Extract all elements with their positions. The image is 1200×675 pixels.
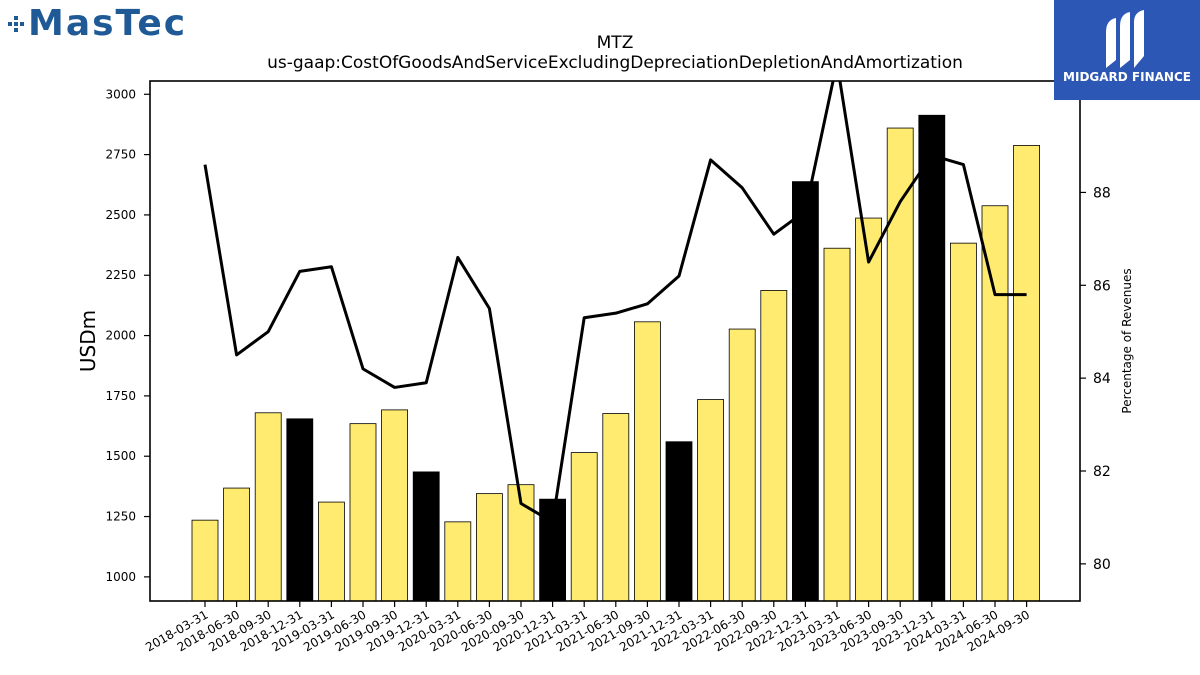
midgard-finance-name: MIDGARD FINANCE [1063,70,1191,84]
y2-axis-label: Percentage of Revenues [1120,268,1134,413]
bar [950,242,977,601]
bar [475,493,503,601]
y-tick-label: 2000 [105,329,136,343]
bar [855,217,882,601]
y-tick-label: 1750 [105,389,136,403]
y-tick-label: 1250 [105,510,136,524]
bar [570,452,598,601]
bar [191,519,219,601]
bar [1013,145,1040,601]
y-tick-label: 2750 [105,148,136,162]
y2-tick-label: 82 [1093,464,1111,480]
bar [728,328,756,601]
bar [760,290,788,601]
bar [886,127,914,601]
y-tick-label: 2250 [105,268,136,282]
midgard-finance-logo: MIDGARD FINANCE [1054,0,1200,100]
bar-series [191,114,1040,601]
y2-tick-label: 80 [1093,557,1111,573]
midgard-finance-emblem-icon [1106,10,1144,68]
bar [254,412,282,601]
y2-tick-label: 84 [1093,371,1111,387]
y-tick-label: 3000 [105,87,136,101]
mastec-logo-mark-icon [8,16,24,32]
mastec-logo: MasTec [8,4,187,44]
bar [223,487,251,601]
bar [317,501,345,601]
y-axis-label: USDm [76,310,100,372]
bar [918,114,946,601]
mastec-logo-text: MasTec [28,3,188,44]
y-tick-label: 1000 [105,570,136,584]
chart-title: MTZ [597,33,634,53]
bar [697,399,724,601]
y-tick-label: 1500 [105,449,136,463]
bar [444,521,472,601]
percentage-line [203,81,1027,524]
bar [381,409,409,601]
bar [286,418,314,601]
bar [792,181,819,601]
bar [981,205,1009,601]
bar [602,413,630,601]
y2-tick-label: 86 [1093,278,1111,294]
plot-frame [149,80,1081,602]
bar [823,247,851,601]
y-tick-label: 2500 [105,208,136,222]
bar [634,321,661,601]
bar [412,471,440,601]
chart-subtitle: us-gaap:CostOfGoodsAndServiceExcludingDe… [267,53,963,73]
y2-tick-label: 88 [1093,185,1111,201]
bar [665,441,693,601]
bar [349,423,377,601]
